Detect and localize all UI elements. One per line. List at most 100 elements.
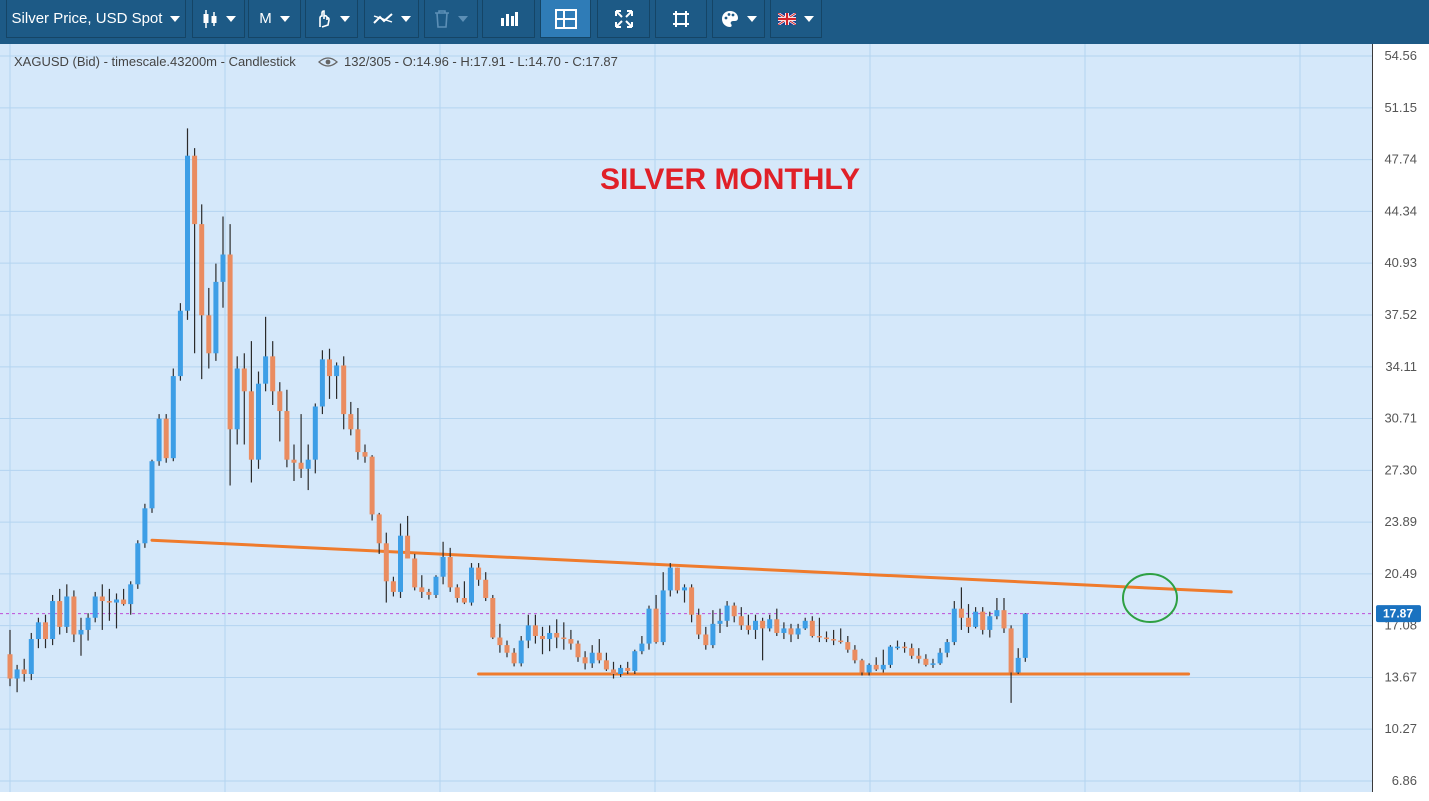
candle-body [312, 406, 318, 460]
delete-button[interactable] [424, 0, 478, 38]
candle-body [639, 643, 645, 652]
candle [248, 341, 254, 483]
candle-body [838, 640, 844, 643]
candle [419, 575, 425, 599]
candle [497, 623, 503, 653]
candle-body [362, 452, 368, 457]
instrument-select[interactable]: Silver Price, USD Spot [6, 0, 186, 38]
candle-body [14, 669, 20, 679]
indicator-button[interactable] [364, 0, 419, 38]
indicator-icon [372, 11, 393, 27]
candle [753, 614, 758, 640]
candle [767, 614, 773, 632]
candle [873, 657, 879, 671]
eye-icon[interactable] [318, 57, 338, 67]
candle [660, 572, 666, 646]
candle-body [327, 359, 332, 377]
chart-type-button[interactable] [192, 0, 245, 38]
price-axis-tick-label: 40.93 [1384, 255, 1417, 270]
candle [398, 523, 403, 599]
candles [7, 128, 1028, 703]
candle [703, 626, 709, 650]
candle [760, 617, 766, 661]
fullscreen-button[interactable] [597, 0, 650, 38]
candle [618, 664, 624, 678]
candle [859, 658, 865, 676]
candle [937, 648, 943, 665]
candle-body [667, 567, 673, 591]
candle [774, 608, 780, 636]
candle [845, 636, 851, 653]
candle-body [64, 596, 70, 627]
price-axis-tick-label: 10.27 [1384, 721, 1417, 736]
candle-body [710, 623, 716, 646]
candle-body [121, 599, 127, 605]
candle-body [348, 414, 354, 430]
candle-body [206, 315, 212, 354]
current-price-tag-bg [1376, 605, 1421, 623]
candle-body [135, 543, 141, 585]
candle [78, 617, 84, 656]
draw-tool-button[interactable] [305, 0, 358, 38]
language-button[interactable] [770, 0, 822, 38]
price-axis-tick-label: 51.15 [1384, 100, 1417, 115]
candle [887, 645, 893, 668]
candle [319, 350, 325, 415]
candle [696, 608, 702, 640]
fit-screen-icon [672, 10, 690, 28]
candle [966, 604, 971, 633]
price-axis-tick-label: 44.34 [1384, 203, 1417, 218]
candle [256, 371, 261, 469]
candle-body [419, 587, 425, 592]
candle [85, 613, 91, 641]
candle-body [980, 611, 986, 630]
candle [596, 639, 602, 664]
candle [788, 623, 794, 643]
volume-button[interactable] [482, 0, 535, 38]
candle [64, 584, 70, 633]
candle-body [987, 616, 993, 630]
candle [461, 581, 467, 605]
candle-body [646, 608, 652, 644]
highlight-circle [1122, 573, 1178, 624]
candle [1008, 625, 1014, 703]
candle [14, 664, 20, 693]
layout-button[interactable] [540, 0, 591, 38]
candle [816, 617, 822, 643]
theme-button[interactable] [712, 0, 765, 38]
candle-body [824, 637, 829, 640]
grid-lines [0, 44, 1372, 792]
candle [880, 649, 886, 673]
candle-body [7, 654, 13, 679]
candle-body [895, 646, 900, 649]
candle [106, 588, 112, 621]
candle-body [511, 652, 517, 664]
candle-body [660, 590, 666, 643]
candle [185, 128, 190, 320]
candle [277, 382, 283, 442]
candle [611, 661, 616, 679]
candle-body [603, 660, 609, 670]
candle [241, 353, 247, 445]
candle [930, 658, 936, 668]
candle-body [234, 368, 240, 430]
fit-screen-button[interactable] [655, 0, 707, 38]
candle [589, 645, 595, 668]
candle-body [142, 508, 148, 544]
period-button[interactable]: M [248, 0, 301, 38]
price-axis-tick-label: 20.49 [1384, 566, 1417, 581]
silver-monthly-chart[interactable]: 54.56 51.15 47.74 44.34 40.93 37.52 34.11 30.71… [0, 44, 1429, 801]
candle [362, 444, 368, 463]
candle [866, 663, 872, 676]
candle [192, 148, 198, 354]
candle-body [958, 608, 964, 618]
candle [390, 576, 396, 597]
price-axis-labels: 54.56 51.15 47.74 44.34 40.93 37.52 34.11 30.71… [1384, 48, 1417, 788]
candle-body [753, 620, 758, 630]
price-axis[interactable] [1372, 44, 1429, 792]
candle-body [596, 652, 602, 661]
candle-body [43, 622, 48, 640]
candle-body [973, 611, 979, 627]
candle [71, 590, 77, 643]
candle [454, 584, 460, 603]
